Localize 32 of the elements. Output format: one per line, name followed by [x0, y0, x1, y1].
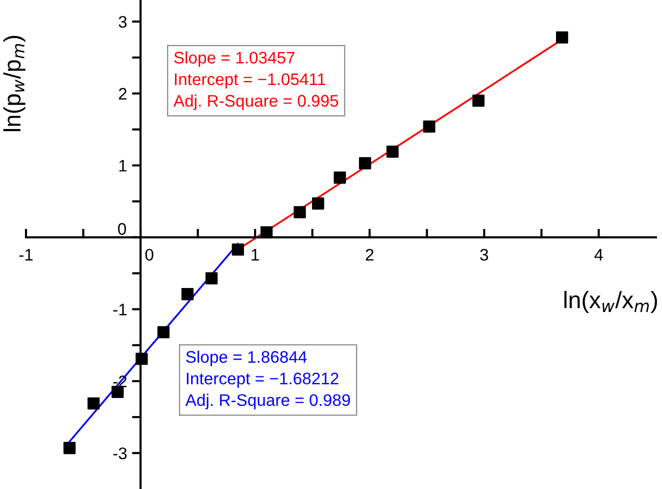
- point: [205, 272, 218, 284]
- x-tick-label: 3: [480, 248, 488, 261]
- point: [260, 226, 273, 238]
- point: [312, 197, 324, 210]
- point: [472, 94, 485, 107]
- y-tick-label: -3: [113, 447, 127, 460]
- annotation: Slope = 1.03457 Intercept = −1.05411 Adj. R-Square = 0.995: [173, 51, 338, 110]
- y-tick-label: 0: [118, 223, 126, 235]
- point: [63, 442, 76, 454]
- x-tick-label: -1: [19, 249, 33, 260]
- y-axis-title: ln(p$_{w}$/p$_{m}$): [3, 36, 26, 132]
- y-tick-label: 1: [119, 160, 127, 172]
- point: [181, 288, 194, 300]
- point: [556, 31, 568, 44]
- point: [294, 206, 306, 218]
- y-tick-label: 3: [118, 16, 127, 28]
- x-tick-label: 2: [366, 248, 374, 260]
- point: [334, 172, 346, 184]
- point: [358, 157, 372, 170]
- y-tick-label: -1: [113, 304, 127, 316]
- point: [423, 120, 436, 133]
- x-tick-label: 4: [594, 249, 603, 260]
- point: [136, 352, 148, 365]
- x-axis-title: ln(x$_{w}$/x$_{m}$): [564, 290, 657, 313]
- x-tick-label: 1: [252, 249, 259, 260]
- x-tick-label: 0: [145, 248, 154, 261]
- point: [386, 146, 399, 158]
- y-tick-label: 2: [118, 88, 127, 100]
- annotation: Slope = 1.86844 Intercept = −1.68212 Adj. R-Square = 0.989: [185, 350, 350, 410]
- point: [157, 326, 170, 338]
- point: [88, 397, 100, 410]
- point: [232, 243, 244, 256]
